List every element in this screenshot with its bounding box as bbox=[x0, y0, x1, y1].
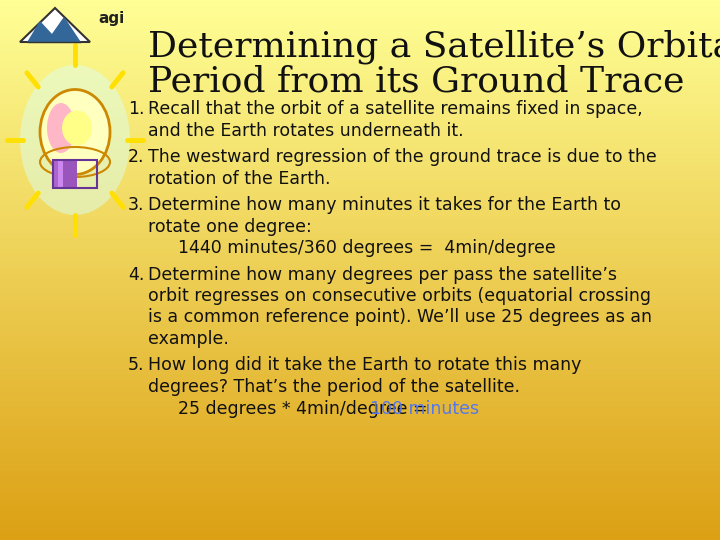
Text: The westward regression of the ground trace is due to the: The westward regression of the ground tr… bbox=[148, 148, 657, 166]
Ellipse shape bbox=[40, 90, 110, 174]
Text: Determine how many degrees per pass the satellite’s: Determine how many degrees per pass the … bbox=[148, 266, 617, 284]
Text: is a common reference point). We’ll use 25 degrees as an: is a common reference point). We’ll use … bbox=[148, 308, 652, 327]
Ellipse shape bbox=[62, 111, 92, 145]
Text: rotation of the Earth.: rotation of the Earth. bbox=[148, 170, 330, 187]
Text: 100 minutes: 100 minutes bbox=[369, 400, 479, 417]
Polygon shape bbox=[28, 18, 80, 42]
Polygon shape bbox=[20, 8, 90, 42]
Text: Recall that the orbit of a satellite remains fixed in space,: Recall that the orbit of a satellite rem… bbox=[148, 100, 643, 118]
Text: 1440 minutes/360 degrees =  4min/degree: 1440 minutes/360 degrees = 4min/degree bbox=[178, 239, 556, 257]
Text: degrees? That’s the period of the satellite.: degrees? That’s the period of the satell… bbox=[148, 378, 520, 396]
Text: 2.: 2. bbox=[128, 148, 145, 166]
Text: 1.: 1. bbox=[128, 100, 145, 118]
Text: rotate one degree:: rotate one degree: bbox=[148, 218, 312, 235]
Text: Determining a Satellite’s Orbital: Determining a Satellite’s Orbital bbox=[148, 30, 720, 64]
Ellipse shape bbox=[20, 65, 130, 215]
Text: 4.: 4. bbox=[128, 266, 145, 284]
Text: Period from its Ground Trace: Period from its Ground Trace bbox=[148, 64, 685, 98]
Ellipse shape bbox=[47, 103, 75, 153]
Text: and the Earth rotates underneath it.: and the Earth rotates underneath it. bbox=[148, 122, 464, 139]
Text: orbit regresses on consecutive orbits (equatorial crossing: orbit regresses on consecutive orbits (e… bbox=[148, 287, 651, 305]
Bar bbox=[63, 160, 77, 188]
Text: 3.: 3. bbox=[128, 196, 145, 214]
Bar bbox=[58, 160, 72, 188]
Text: example.: example. bbox=[148, 330, 229, 348]
Text: Determine how many minutes it takes for the Earth to: Determine how many minutes it takes for … bbox=[148, 196, 621, 214]
Bar bbox=[53, 160, 97, 188]
Text: 5.: 5. bbox=[128, 356, 145, 375]
Bar bbox=[53, 160, 67, 188]
Text: 25 degrees * 4min/degree =: 25 degrees * 4min/degree = bbox=[178, 400, 433, 417]
Text: agi: agi bbox=[98, 10, 125, 25]
Text: How long did it take the Earth to rotate this many: How long did it take the Earth to rotate… bbox=[148, 356, 581, 375]
